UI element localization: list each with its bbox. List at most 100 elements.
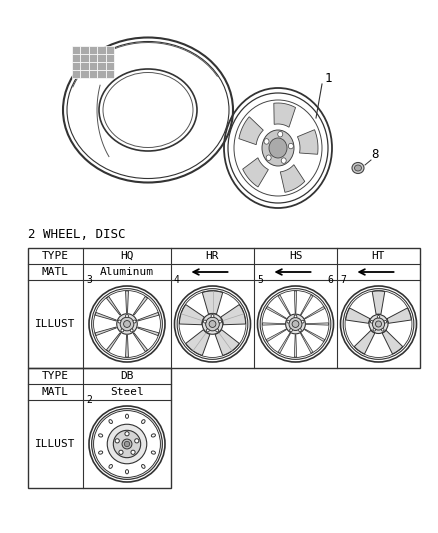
Ellipse shape [152,451,155,454]
Circle shape [289,318,302,330]
Polygon shape [387,308,411,324]
Text: Aluminum: Aluminum [100,267,154,277]
Bar [97,46,106,54]
Polygon shape [221,304,246,325]
Circle shape [209,320,216,327]
Ellipse shape [266,155,271,160]
Polygon shape [372,291,385,314]
Text: 3: 3 [86,275,92,285]
Ellipse shape [352,163,364,174]
Circle shape [211,314,214,318]
Circle shape [372,318,385,330]
Text: HR: HR [206,251,219,261]
Polygon shape [382,330,403,354]
Text: 8: 8 [371,148,378,161]
Circle shape [122,439,132,449]
Bar [106,46,114,54]
Circle shape [90,287,164,361]
Bar [81,62,89,70]
Circle shape [381,328,384,331]
Bar [81,54,89,62]
Polygon shape [126,291,128,313]
Circle shape [115,439,119,443]
Circle shape [118,320,121,323]
Bar [72,54,81,62]
Circle shape [124,320,131,327]
Text: MATL: MATL [42,387,69,397]
Bar [81,46,89,54]
Polygon shape [262,323,285,325]
Ellipse shape [152,434,155,437]
Circle shape [259,287,332,361]
Text: ILLUST: ILLUST [35,439,76,449]
Polygon shape [354,330,375,354]
Text: 5: 5 [257,275,263,285]
Polygon shape [294,291,297,313]
Ellipse shape [141,419,145,424]
Text: 4: 4 [174,275,180,285]
Bar [89,70,97,78]
Ellipse shape [99,451,102,454]
Circle shape [294,315,297,318]
Bar [89,54,97,62]
Circle shape [290,329,293,332]
Circle shape [124,441,130,447]
Text: 7: 7 [340,275,346,285]
Text: DB: DB [120,371,134,381]
Polygon shape [304,306,325,319]
Circle shape [126,314,128,318]
Bar [97,54,106,62]
Circle shape [216,329,219,332]
Circle shape [117,314,137,334]
Ellipse shape [141,465,145,469]
Circle shape [219,320,222,323]
Circle shape [206,317,219,331]
Polygon shape [346,308,370,324]
Polygon shape [186,329,210,356]
Bar [106,70,114,78]
Ellipse shape [109,419,113,424]
Polygon shape [202,291,223,314]
Polygon shape [274,103,296,127]
Circle shape [384,320,387,323]
Text: ILLUST: ILLUST [35,319,76,329]
Circle shape [176,287,249,361]
Circle shape [202,314,223,334]
Polygon shape [95,312,117,321]
Text: TYPE: TYPE [42,251,69,261]
Bar [81,70,89,78]
Circle shape [299,329,301,332]
Ellipse shape [288,143,293,149]
Circle shape [125,432,129,436]
Polygon shape [304,329,325,342]
Circle shape [371,320,373,323]
Text: HS: HS [289,251,302,261]
Bar [72,70,81,78]
Circle shape [130,329,133,332]
Text: 6: 6 [327,275,333,285]
Polygon shape [106,333,121,352]
Circle shape [301,320,304,323]
Polygon shape [126,335,128,357]
Bar [97,62,106,70]
Text: 1: 1 [325,72,332,85]
Text: Steel: Steel [110,387,144,397]
Ellipse shape [125,414,128,418]
Polygon shape [138,312,159,321]
Circle shape [342,287,415,361]
Polygon shape [300,333,313,353]
Polygon shape [180,304,205,325]
Circle shape [121,329,124,332]
Polygon shape [133,333,148,352]
Ellipse shape [264,139,269,144]
Circle shape [206,329,209,332]
Bar [89,62,97,70]
Bar [72,46,81,54]
Polygon shape [278,333,290,353]
Bar [106,54,114,62]
Ellipse shape [125,470,128,474]
Circle shape [131,450,135,455]
Polygon shape [239,117,263,144]
Polygon shape [280,165,305,192]
Polygon shape [106,296,121,315]
